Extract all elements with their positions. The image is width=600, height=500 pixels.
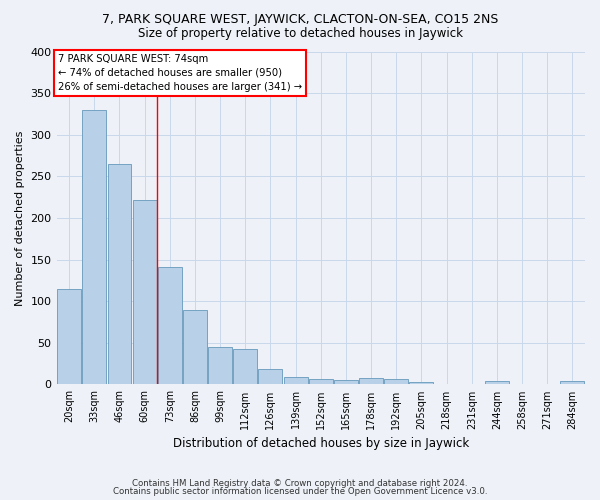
Bar [334, 380, 358, 384]
Bar [158, 267, 182, 384]
Text: Contains public sector information licensed under the Open Government Licence v3: Contains public sector information licen… [113, 487, 487, 496]
Bar [133, 200, 157, 384]
Bar [409, 382, 433, 384]
Bar [82, 110, 106, 384]
Y-axis label: Number of detached properties: Number of detached properties [15, 130, 25, 306]
Bar [385, 380, 408, 384]
Text: Size of property relative to detached houses in Jaywick: Size of property relative to detached ho… [137, 28, 463, 40]
Bar [309, 378, 333, 384]
Text: 7, PARK SQUARE WEST, JAYWICK, CLACTON-ON-SEA, CO15 2NS: 7, PARK SQUARE WEST, JAYWICK, CLACTON-ON… [102, 12, 498, 26]
Bar [284, 377, 308, 384]
Bar [57, 288, 81, 384]
Bar [208, 347, 232, 385]
Bar [107, 164, 131, 384]
Bar [233, 350, 257, 384]
Text: 7 PARK SQUARE WEST: 74sqm
← 74% of detached houses are smaller (950)
26% of semi: 7 PARK SQUARE WEST: 74sqm ← 74% of detac… [58, 54, 302, 92]
Text: Contains HM Land Registry data © Crown copyright and database right 2024.: Contains HM Land Registry data © Crown c… [132, 478, 468, 488]
Bar [183, 310, 207, 384]
Bar [259, 370, 283, 384]
Bar [359, 378, 383, 384]
X-axis label: Distribution of detached houses by size in Jaywick: Distribution of detached houses by size … [173, 437, 469, 450]
Bar [485, 381, 509, 384]
Bar [560, 381, 584, 384]
